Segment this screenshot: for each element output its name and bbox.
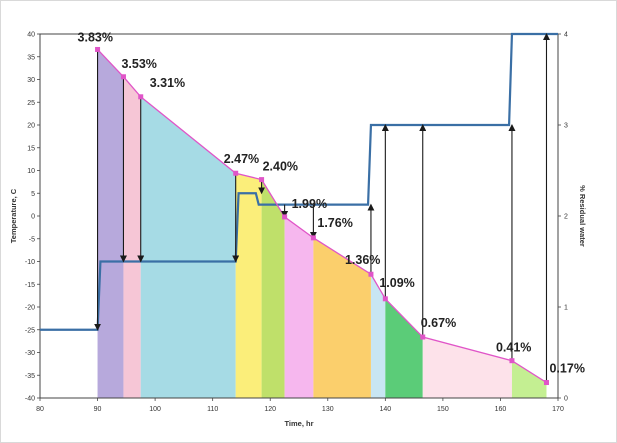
data-point-marker [120,74,126,80]
y-left-tick-label: -10 [25,259,35,266]
y-left-tick-label: 5 [31,191,35,198]
data-label: 1.99% [292,197,327,211]
y-left-tick-label: 25 [27,100,35,107]
data-label: 2.40% [263,160,298,174]
y-left-tick-label: 0 [31,214,35,221]
temperature-line [40,32,558,331]
area-segment [511,360,547,398]
residual-water-line [97,49,547,384]
data-label: 0.67% [421,316,456,330]
data-label: 0.41% [496,341,531,355]
data-label: 2.47% [224,152,259,166]
y-right-tick-label: 2 [564,214,568,221]
area-segment [370,274,386,398]
area-segment [284,216,314,398]
y-left-tick-label: -25 [25,327,35,334]
y-left-tick-label: -40 [25,396,35,403]
y-left-tick-label: 30 [27,77,35,84]
y-right-axis-title: % Residual water [578,185,587,247]
area-segment [235,173,262,398]
x-tick-label: 100 [149,406,161,413]
data-label: 3.53% [121,57,156,71]
y-left-tick-label: 35 [27,54,35,61]
y-left-tick-label: -35 [25,373,35,380]
data-label: 1.09% [379,276,414,290]
x-tick-label: 120 [264,406,276,413]
y-right-tick-label: 0 [564,396,568,403]
data-label: 3.83% [78,30,113,44]
data-point-marker [509,358,515,364]
y-left-tick-label: 20 [27,123,35,130]
x-tick-label: 170 [552,406,564,413]
x-tick-label: 110 [207,406,218,413]
y-left-axis-title: Temperature, C [9,188,18,243]
x-tick-label: 80 [36,406,44,413]
data-point-marker [233,170,239,176]
data-point-marker [543,380,549,386]
y-left-tick-label: -30 [25,350,35,357]
data-point-marker [282,214,288,220]
x-tick-label: 140 [379,406,391,413]
area-segment [123,76,141,399]
x-tick-label: 150 [437,406,449,413]
area-segment [385,298,423,398]
data-point-marker [95,46,101,52]
area-segment [140,96,236,398]
data-label: 3.31% [150,76,185,90]
y-left-tick-label: -5 [29,236,35,243]
data-point-marker [420,334,426,340]
data-point-marker [259,177,265,183]
x-axis-title: Time, hr [284,419,313,428]
y-right-tick-label: 1 [564,305,568,312]
area-segment [422,337,512,398]
y-left-tick-label: 40 [27,32,35,39]
data-point-marker [368,271,374,277]
x-tick-label: 90 [94,406,102,413]
data-label: 1.36% [345,253,380,267]
data-point-marker [138,94,144,100]
area-segment [313,237,371,398]
data-label: 0.17% [549,362,584,376]
area-segment [261,179,285,398]
x-tick-label: 130 [322,406,334,413]
area-segment [97,49,124,398]
y-right-tick-label: 3 [564,123,568,130]
x-tick-label: 160 [495,406,507,413]
y-left-tick-label: -20 [25,305,35,312]
data-label: 1.76% [317,216,352,230]
data-point-marker [310,235,316,241]
y-left-tick-label: 10 [27,168,35,175]
y-left-tick-label: 15 [27,145,35,152]
y-right-tick-label: 4 [564,32,568,39]
y-left-tick-label: -15 [25,282,35,289]
data-point-marker [382,296,388,302]
